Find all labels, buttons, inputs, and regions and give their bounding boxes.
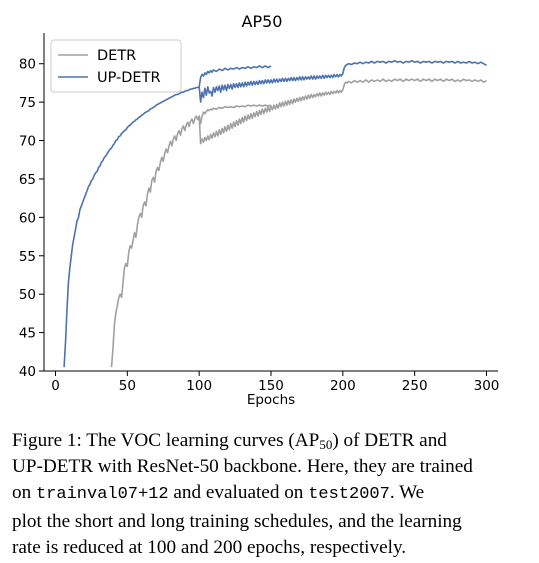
caption-text: . We: [389, 482, 425, 504]
caption-line-2: UP-DETR with ResNet-50 backbone. Here, t…: [12, 454, 518, 480]
figure-caption: Figure 1: The VOC learning curves (AP50)…: [12, 428, 518, 561]
caption-text: rate is reduced at 100 and 200 epochs, r…: [12, 536, 407, 558]
series-line-up-detr-2: [198, 59, 487, 103]
x-tick-label: 200: [330, 378, 356, 394]
caption-text: ) of DETR and: [332, 430, 447, 451]
series-layer: [63, 59, 487, 368]
legend: DETR UP-DETR: [50, 39, 182, 93]
caption-text: on: [12, 482, 36, 504]
y-tick-label: 75: [19, 95, 36, 111]
y-tick-label: 40: [19, 364, 36, 380]
caption-code-train-set: trainval07+12: [35, 485, 169, 505]
y-tick-label: 65: [19, 172, 36, 188]
legend-label-up-detr: UP-DETR: [97, 70, 161, 86]
caption-line-4: plot the short and long training schedul…: [12, 509, 518, 535]
legend-frame: [50, 39, 182, 93]
series-line-up-detr-1: [63, 65, 272, 368]
x-tick-label: 50: [119, 378, 136, 394]
x-tick-label: 0: [51, 378, 60, 394]
y-tick-label: 80: [19, 57, 36, 73]
caption-subscript: 50: [319, 437, 333, 452]
caption-line-3: on trainval07+12 and evaluated on test20…: [12, 480, 518, 508]
y-tick-label: 60: [19, 210, 36, 226]
y-tick-label: 45: [19, 326, 36, 342]
caption-text: and evaluated on: [168, 482, 309, 504]
caption-text: plot the short and long training schedul…: [12, 510, 462, 532]
x-tick-label: 250: [402, 378, 428, 394]
x-tick-label: 150: [258, 378, 284, 394]
caption-text: Figure 1: The VOC learning curves (AP: [12, 430, 320, 451]
x-tick-label: 100: [186, 378, 212, 394]
ticks-layer: 0 50 100 150 200 250 300 40 45 50 55 60 65 70 75 80: [19, 57, 500, 394]
chart: AP50 0 50 100 150 200 250 300 40 45 50 55 60 65 70 75 8…: [19, 12, 500, 408]
caption-line-5: rate is reduced at 100 and 200 epochs, r…: [12, 535, 518, 561]
caption-text: UP-DETR with ResNet-50 backbone. Here, t…: [12, 456, 473, 478]
x-axis-label: Epochs: [247, 392, 295, 408]
y-tick-label: 55: [19, 249, 36, 265]
chart-title: AP50: [242, 12, 283, 31]
series-line-detr-2: [198, 78, 487, 145]
y-tick-label: 50: [19, 287, 36, 303]
series-line-detr-1: [110, 104, 272, 368]
x-tick-label: 300: [474, 378, 500, 394]
y-tick-label: 70: [19, 134, 36, 150]
legend-label-detr: DETR: [97, 48, 136, 64]
caption-line-1: Figure 1: The VOC learning curves (AP50)…: [12, 428, 518, 454]
caption-code-test-set: test2007: [308, 485, 390, 505]
